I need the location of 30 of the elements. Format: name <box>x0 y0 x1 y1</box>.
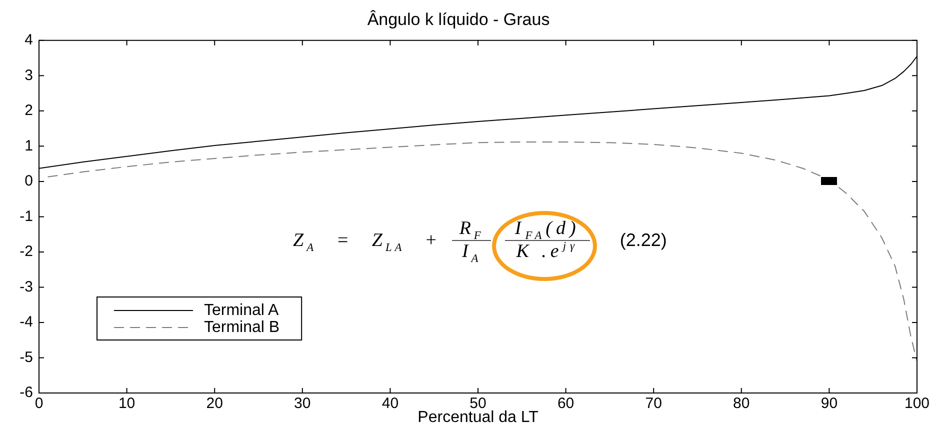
legend-label: Terminal B <box>204 318 280 336</box>
annotation: K .e$^{jγ}$ <box>515 240 580 262</box>
x-tick-label: 10 <box>118 395 136 412</box>
x-tick-label: 40 <box>382 395 399 412</box>
y-tick-label: -4 <box>20 314 33 331</box>
annotation: (2.22) <box>620 230 667 251</box>
x-tick-label: 90 <box>820 395 838 412</box>
y-tick-label: 0 <box>24 172 33 190</box>
x-tick-label: 100 <box>904 395 930 412</box>
y-tick-label: -2 <box>20 243 33 260</box>
x-tick-label: 70 <box>645 395 662 412</box>
line-series <box>47 141 917 362</box>
y-tick-label: 1 <box>24 137 33 154</box>
y-tick-label: 3 <box>24 66 33 84</box>
text: Z$_{A}$ = Z$_{LA}$ + <box>293 230 440 254</box>
y-tick-label: -3 <box>20 278 33 296</box>
chart-title: Ângulo k líquido - Graus <box>367 10 550 29</box>
y-tick-label: 2 <box>24 102 33 120</box>
annotation: R$_{F}$ <box>452 218 491 242</box>
x-tick-label: 60 <box>557 395 574 412</box>
legend-label: Terminal A <box>204 302 280 319</box>
y-tick-label: -1 <box>20 208 33 225</box>
y-tick-label: -5 <box>20 348 33 366</box>
y-tick-label: -6 <box>20 384 33 402</box>
x-tick-label: 20 <box>206 395 223 412</box>
x-tick-label: 30 <box>294 395 311 412</box>
y-tick-label: 4 <box>24 32 33 49</box>
annotation: I$_{A}$ <box>460 241 482 265</box>
x-tick-label: 80 <box>733 395 750 412</box>
annotation: I$_{FA}$(d) <box>504 218 590 242</box>
